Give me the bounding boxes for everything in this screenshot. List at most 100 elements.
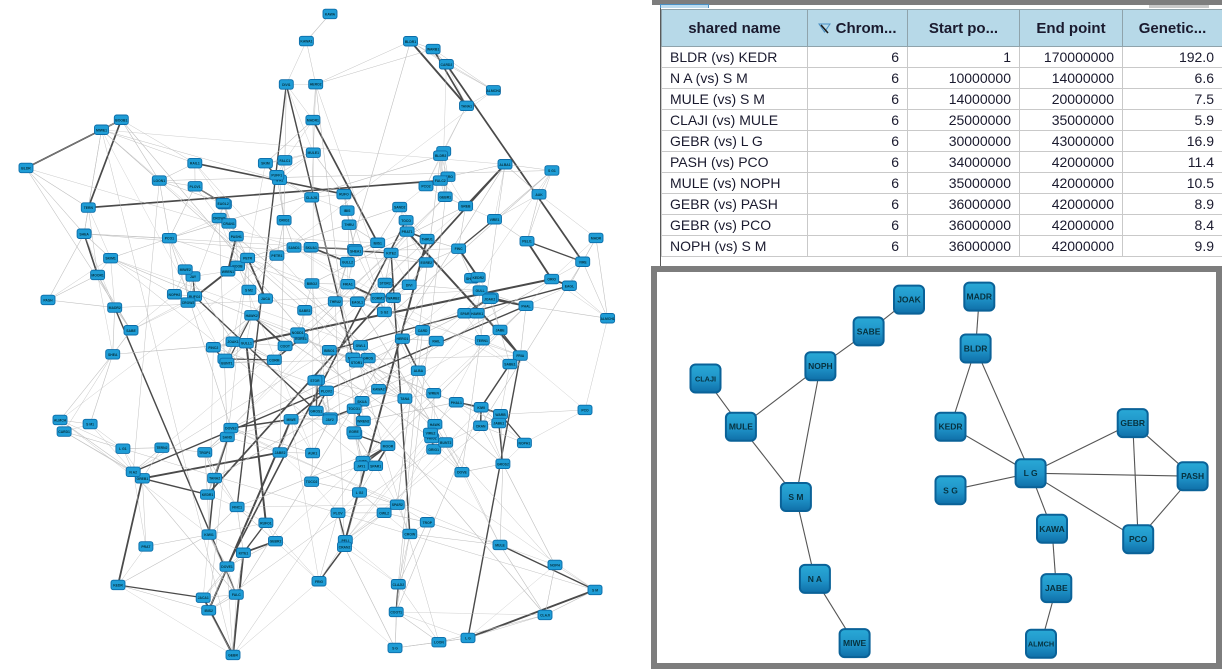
svg-text:TROP1: TROP1 (199, 451, 210, 455)
svg-text:RUFO: RUFO (339, 193, 349, 197)
svg-text:FINC: FINC (455, 247, 463, 251)
svg-text:HERO2: HERO2 (310, 83, 322, 87)
svg-text:GEBR: GEBR (228, 654, 238, 658)
svg-text:GULL1: GULL1 (241, 342, 252, 346)
svg-text:SPAR: SPAR (460, 312, 470, 316)
svg-text:KAWA2: KAWA2 (373, 388, 385, 392)
svg-text:GROS1: GROS1 (310, 410, 322, 414)
svg-text:FRIA1: FRIA1 (343, 283, 353, 287)
svg-text:TANA2: TANA2 (209, 477, 220, 481)
svg-text:NOPH: NOPH (550, 564, 560, 568)
svg-text:KEDR2: KEDR2 (472, 276, 484, 280)
svg-text:JAY2: JAY2 (326, 418, 334, 422)
svg-text:FALC2: FALC2 (435, 179, 446, 183)
svg-text:DIVI1: DIVI1 (282, 83, 291, 87)
svg-text:EAGL1: EAGL1 (352, 300, 363, 304)
svg-text:TANA1: TANA1 (461, 104, 472, 108)
svg-text:SHEA1: SHEA1 (350, 249, 361, 253)
svg-text:SKIM1: SKIM1 (105, 257, 115, 261)
svg-text:DOVE: DOVE (457, 471, 467, 475)
svg-text:PRAT: PRAT (141, 545, 151, 549)
svg-text:BLDR: BLDR (964, 344, 988, 354)
svg-text:DOVE2: DOVE2 (225, 427, 237, 431)
svg-text:TERN1: TERN1 (477, 339, 488, 343)
svg-text:MADR: MADR (967, 292, 993, 302)
svg-text:CLAJI: CLAJI (695, 375, 716, 384)
svg-text:IBIS: IBIS (344, 209, 351, 213)
svg-text:IBIS1: IBIS1 (373, 241, 382, 245)
svg-text:EGRE2: EGRE2 (421, 261, 433, 265)
svg-text:PETR1: PETR1 (271, 254, 282, 258)
svg-text:JACA1: JACA1 (198, 596, 209, 600)
svg-text:RAIL1: RAIL1 (190, 162, 200, 166)
svg-text:SKIM: SKIM (261, 162, 270, 166)
svg-text:KEDR1: KEDR1 (202, 493, 214, 497)
svg-text:STOR2: STOR2 (379, 282, 390, 286)
svg-text:VIRE: VIRE (579, 260, 588, 264)
svg-text:HAWK2: HAWK2 (246, 314, 258, 318)
svg-text:MULE: MULE (729, 422, 753, 432)
svg-text:OWL2: OWL2 (379, 511, 389, 515)
svg-text:VIRE2: VIRE2 (426, 432, 436, 436)
svg-text:L G2: L G2 (356, 491, 364, 495)
svg-text:GEBR1: GEBR1 (439, 195, 451, 199)
svg-text:SHEA: SHEA (79, 232, 89, 236)
svg-text:JACA: JACA (261, 297, 271, 301)
svg-text:BLDR2: BLDR2 (435, 154, 446, 158)
svg-text:THRU: THRU (344, 223, 354, 227)
svg-text:GREB1: GREB1 (137, 477, 149, 481)
svg-text:GROS: GROS (363, 357, 374, 361)
svg-text:BUNT1: BUNT1 (221, 362, 232, 366)
svg-text:ALMCH: ALMCH (54, 419, 67, 423)
svg-text:PASH: PASH (43, 299, 53, 303)
svg-text:SKUA1: SKUA1 (305, 246, 317, 250)
svg-text:GULL2: GULL2 (342, 261, 353, 265)
svg-text:GROS2: GROS2 (497, 462, 509, 466)
svg-text:MOOR1: MOOR1 (91, 274, 104, 278)
svg-text:GEBR2: GEBR2 (270, 540, 282, 544)
svg-text:PCO2: PCO2 (421, 185, 430, 189)
svg-text:SAND1: SAND1 (288, 246, 300, 250)
svg-text:S M2: S M2 (245, 289, 253, 293)
svg-text:MULE: MULE (495, 544, 505, 548)
svg-text:S M: S M (592, 589, 598, 593)
svg-text:ORIO1: ORIO1 (428, 448, 439, 452)
svg-text:PRAT1: PRAT1 (402, 230, 413, 234)
svg-text:FINC2: FINC2 (208, 346, 218, 350)
svg-text:THRU2: THRU2 (330, 300, 341, 304)
svg-text:DOVE1: DOVE1 (221, 565, 233, 569)
svg-text:FINC1: FINC1 (232, 506, 242, 510)
svg-text:GEBR: GEBR (1120, 418, 1145, 428)
svg-text:KAWA1: KAWA1 (300, 40, 312, 44)
svg-text:WREN1: WREN1 (222, 270, 234, 274)
svg-text:CRAN2: CRAN2 (339, 545, 351, 549)
svg-text:OWL1: OWL1 (356, 344, 366, 348)
svg-text:ALBA1: ALBA1 (499, 163, 510, 167)
svg-text:PCO1: PCO1 (165, 237, 174, 241)
svg-text:MULE1: MULE1 (308, 151, 320, 155)
svg-text:PUFF1: PUFF1 (271, 174, 282, 178)
svg-text:SHEA: SHEA (108, 353, 118, 357)
svg-text:PASH1: PASH1 (231, 235, 242, 239)
svg-text:ORIO2: ORIO2 (279, 219, 290, 223)
svg-text:TOCO1: TOCO1 (348, 407, 360, 411)
svg-text:SABE2: SABE2 (299, 309, 310, 313)
svg-text:S G1: S G1 (548, 169, 556, 173)
svg-text:EGRE: EGRE (349, 430, 359, 434)
svg-text:JOAK: JOAK (897, 295, 921, 305)
svg-text:CORM: CORM (269, 358, 280, 362)
svg-text:JOAK2: JOAK2 (484, 297, 495, 301)
svg-text:LOON1: LOON1 (153, 179, 165, 183)
svg-text:NOPH: NOPH (808, 361, 833, 371)
svg-text:VIRE1: VIRE1 (490, 218, 500, 222)
svg-text:CARD: CARD (418, 329, 428, 333)
svg-text:SABE1: SABE1 (504, 363, 515, 367)
svg-text:L G1: L G1 (119, 447, 127, 451)
svg-text:EAGL2: EAGL2 (217, 202, 228, 206)
svg-text:ALMCH: ALMCH (1028, 640, 1054, 649)
svg-text:RUFO1: RUFO1 (260, 521, 272, 525)
svg-text:MIWE1: MIWE1 (96, 128, 107, 132)
svg-text:KIWI1: KIWI1 (204, 533, 214, 537)
svg-text:L G: L G (1024, 468, 1038, 478)
svg-text:FALC1: FALC1 (280, 159, 291, 163)
